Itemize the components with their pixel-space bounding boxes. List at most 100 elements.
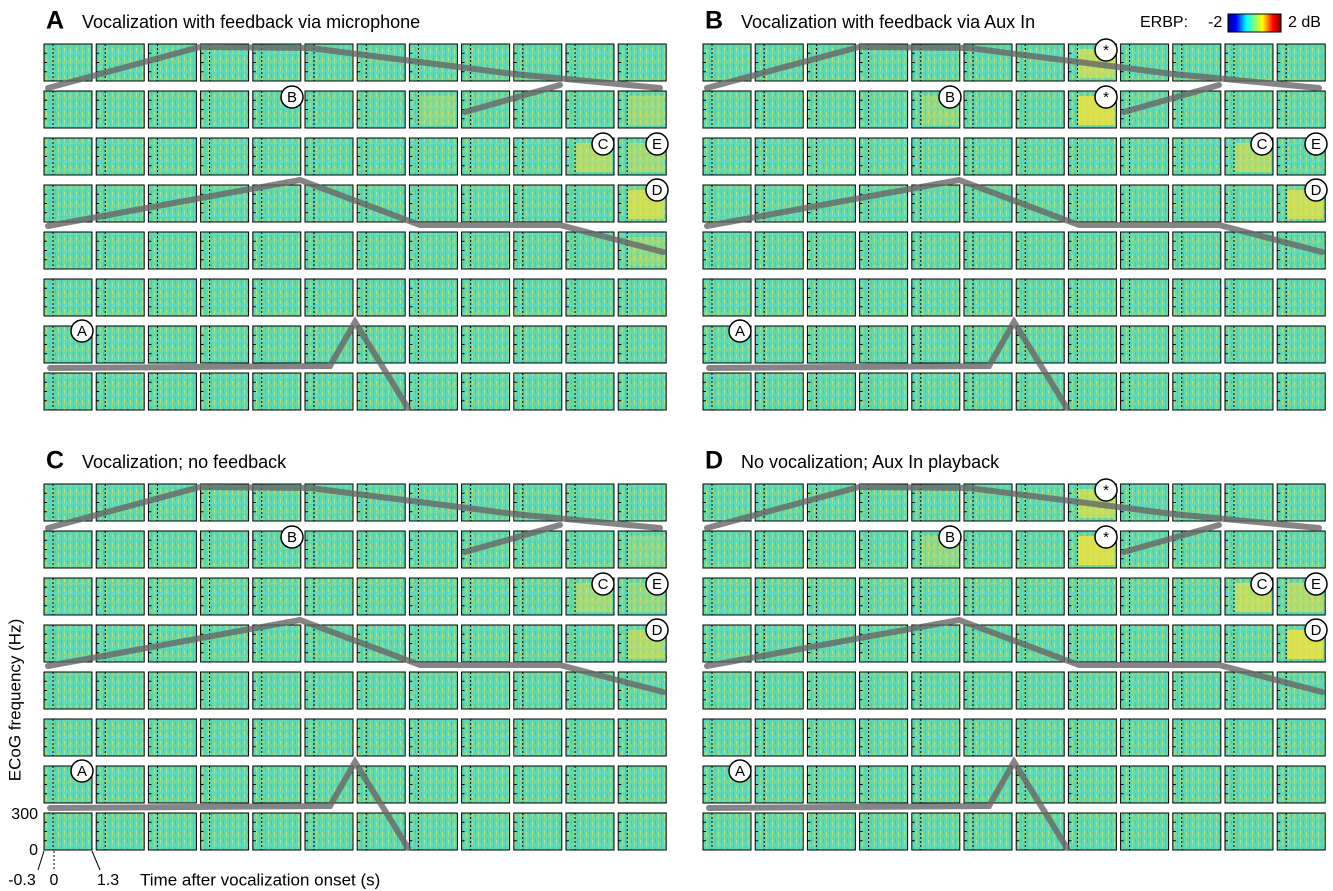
spectrogram-cell: [44, 672, 92, 709]
colorbar-label: ERBP:: [1140, 14, 1188, 31]
spectrogram-cell: [1225, 625, 1273, 662]
spectrogram-cell: [1277, 813, 1325, 850]
spectrogram-cell: [1068, 813, 1116, 850]
spectrogram-cell: [566, 719, 614, 756]
spectrogram-cell: [1225, 279, 1273, 316]
spectrogram-cell: [409, 578, 457, 615]
spectrogram-cell: [409, 672, 457, 709]
spectrogram-cell: [618, 813, 666, 850]
tick-guide: [38, 851, 44, 870]
spectrogram-cell: [462, 373, 510, 410]
y-axis-label: ECoG frequency (Hz): [5, 619, 24, 782]
spectrogram-cell: [514, 326, 562, 363]
spectrogram-cell: [1173, 373, 1221, 410]
spectrogram-cell: [357, 719, 405, 756]
spectrogram-cell: [1173, 138, 1221, 175]
x-axis-label: Time after vocalization onset (s): [140, 870, 380, 889]
spectrogram-cell: [912, 373, 960, 410]
spectrogram-cell: [357, 138, 405, 175]
spectrogram-cell: [807, 578, 855, 615]
spectrogram-cell: [964, 232, 1012, 269]
spectrogram-cell: [148, 373, 196, 410]
spectrogram-cell: [755, 672, 803, 709]
spectrogram-cell: [201, 719, 249, 756]
spectrogram-cell: [253, 719, 301, 756]
spectrogram-cell: [357, 232, 405, 269]
spectrogram-cell: [1173, 813, 1221, 850]
spectrogram-cell: [96, 672, 144, 709]
spectrogram-cell: [357, 279, 405, 316]
spectrogram-cell: [514, 578, 562, 615]
spectrogram-cell: [305, 91, 353, 128]
spectrogram-cell: [1225, 373, 1273, 410]
spectrogram-cell: [201, 373, 249, 410]
spectrogram-cell: [409, 185, 457, 222]
spectrogram-cell: [1225, 813, 1273, 850]
spectrogram-cell: [44, 373, 92, 410]
spectrogram-cell: [514, 766, 562, 803]
spectrogram-cell: [964, 91, 1012, 128]
spectrogram-cell: [860, 719, 908, 756]
spectrogram-cell: [566, 185, 614, 222]
spectrogram-cell: [755, 531, 803, 568]
spectrogram-cell: [201, 232, 249, 269]
spectrogram-cell: [514, 813, 562, 850]
marker-label: D: [1311, 622, 1322, 639]
spectrogram-cell: [44, 232, 92, 269]
spectrogram-cell: [1173, 326, 1221, 363]
spectrogram-cell: [514, 719, 562, 756]
spectrogram-cell: [703, 672, 751, 709]
spectrogram-cell: [1173, 232, 1221, 269]
colorbar-scale: [1228, 14, 1281, 32]
spectrogram-cell: [514, 279, 562, 316]
spectrogram-cell: [148, 766, 196, 803]
spectrogram-cell: [1016, 44, 1064, 81]
spectrogram-cell: [1121, 185, 1169, 222]
spectrogram-cell: [357, 578, 405, 615]
spectrogram-cell: [253, 185, 301, 222]
spectrogram-cell: [305, 719, 353, 756]
spectrogram-cell: [305, 279, 353, 316]
y-tick: 0: [29, 842, 38, 859]
spectrogram-cell: [964, 672, 1012, 709]
spectrogram-cell: [964, 813, 1012, 850]
spectrogram-cell: [514, 672, 562, 709]
spectrogram-cell: [860, 373, 908, 410]
panel-title: Vocalization; no feedback: [82, 452, 287, 472]
spectrogram-cell: [1277, 326, 1325, 363]
spectrogram-cell: [1121, 625, 1169, 662]
spectrogram-cell: [912, 185, 960, 222]
spectrogram-cell: [912, 578, 960, 615]
grids: AVocalization with feedback via micropho…: [44, 7, 1327, 850]
spectrogram-cell: [618, 279, 666, 316]
panel-letter: B: [705, 7, 723, 35]
marker-label: *: [1103, 482, 1109, 499]
spectrogram-cell: [1225, 44, 1273, 81]
spectrogram-cell: [703, 91, 751, 128]
spectrogram-cell: [912, 232, 960, 269]
spectrogram-cell: [514, 373, 562, 410]
spectrogram-cell: [44, 813, 92, 850]
spectrogram-cell: [912, 813, 960, 850]
spectrogram-cell: [566, 766, 614, 803]
spectrogram-cell: [357, 672, 405, 709]
spectrogram-cell: [1277, 766, 1325, 803]
spectrogram-cell: [1121, 813, 1169, 850]
spectrogram-cell: [462, 813, 510, 850]
spectrogram-cell: [618, 326, 666, 363]
marker-label: *: [1103, 42, 1109, 59]
spectrogram-cell: [860, 766, 908, 803]
spectrogram-cell: [755, 232, 803, 269]
spectrogram-cell: [912, 766, 960, 803]
spectrogram-cell: [566, 279, 614, 316]
spectrogram-cell: [1016, 279, 1064, 316]
spectrogram-cell: [44, 279, 92, 316]
spectrogram-cell: [305, 232, 353, 269]
spectrogram-cell: [755, 373, 803, 410]
spectrogram-cell: [409, 138, 457, 175]
spectrogram-cell: [964, 326, 1012, 363]
spectrogram-cell: [96, 279, 144, 316]
spectrogram-cell: [1225, 766, 1273, 803]
marker-label: C: [598, 576, 609, 593]
spectrogram-cell: [755, 578, 803, 615]
